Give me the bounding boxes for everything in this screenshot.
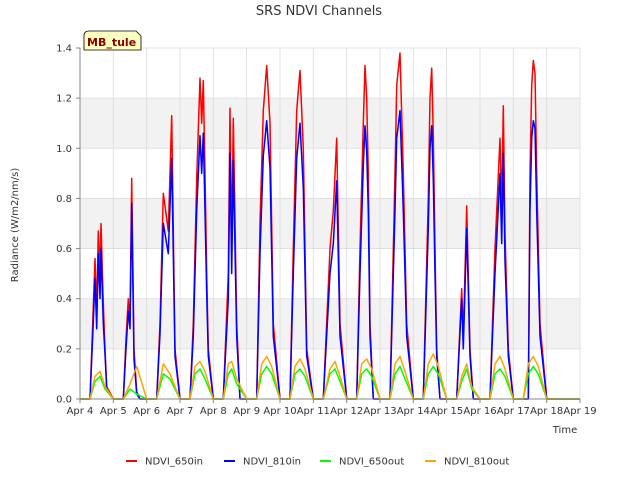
x-tick-label: Apr 12	[330, 406, 363, 417]
x-axis-title: Time	[552, 425, 577, 436]
legend-label: NDVI_650in	[145, 457, 203, 468]
y-tick-label: 0.0	[56, 395, 72, 406]
x-tick-label: Apr 18	[530, 406, 563, 417]
x-tick-label: Apr 8	[200, 406, 227, 417]
y-tick-label: 0.8	[56, 194, 72, 205]
chart-title: SRS NDVI Channels	[256, 4, 382, 19]
legend-label: NDVI_810in	[243, 457, 301, 468]
legend-label: NDVI_810out	[444, 457, 509, 468]
x-tick-label: Apr 7	[167, 406, 194, 417]
x-tick-label: Apr 6	[133, 406, 160, 417]
axes: 0.0 0.2 0.4 0.6 0.8 1.0 1.2 1.4 Apr 4 Apr 5 Apr 6 A…	[56, 44, 597, 418]
y-tick-label: 1.4	[56, 44, 72, 55]
y-tick-label: 1.0	[56, 144, 72, 155]
legend-label: NDVI_650out	[339, 457, 404, 468]
plot-band	[80, 298, 580, 349]
y-tick-label: 1.2	[56, 94, 72, 105]
x-tick-label: Apr 4	[67, 406, 94, 417]
site-badge: MB_tule	[83, 30, 142, 51]
site-badge-box	[83, 30, 142, 51]
y-tick-label: 0.4	[56, 294, 72, 305]
x-tick-label: Apr 16	[463, 406, 496, 417]
x-tick-label: Apr 5	[100, 406, 127, 417]
x-tick-label: Apr 19	[563, 406, 596, 417]
x-tick-label: Apr 15	[430, 406, 463, 417]
x-tick-label: Apr 14	[397, 406, 430, 417]
y-tick-label: 0.6	[56, 244, 72, 255]
gridlines	[79, 47, 581, 400]
x-tick-label: Apr 9	[233, 406, 260, 417]
y-axis-title: Radiance (W/m2/nm/s)	[10, 168, 21, 283]
legend: NDVI_650in NDVI_810in NDVI_650out NDVI_810o…	[126, 457, 509, 468]
x-tick-label: Apr 11	[297, 406, 330, 417]
plot-band	[80, 98, 580, 149]
x-tick-label: Apr 13	[363, 406, 396, 417]
site-badge-label: MB_tule	[87, 36, 136, 49]
y-tick-label: 0.2	[56, 344, 72, 355]
x-tick-label: Apr 17	[497, 406, 530, 417]
series-line-ndvi-810out	[80, 353, 580, 400]
x-tick-label: Apr 10	[263, 406, 296, 417]
